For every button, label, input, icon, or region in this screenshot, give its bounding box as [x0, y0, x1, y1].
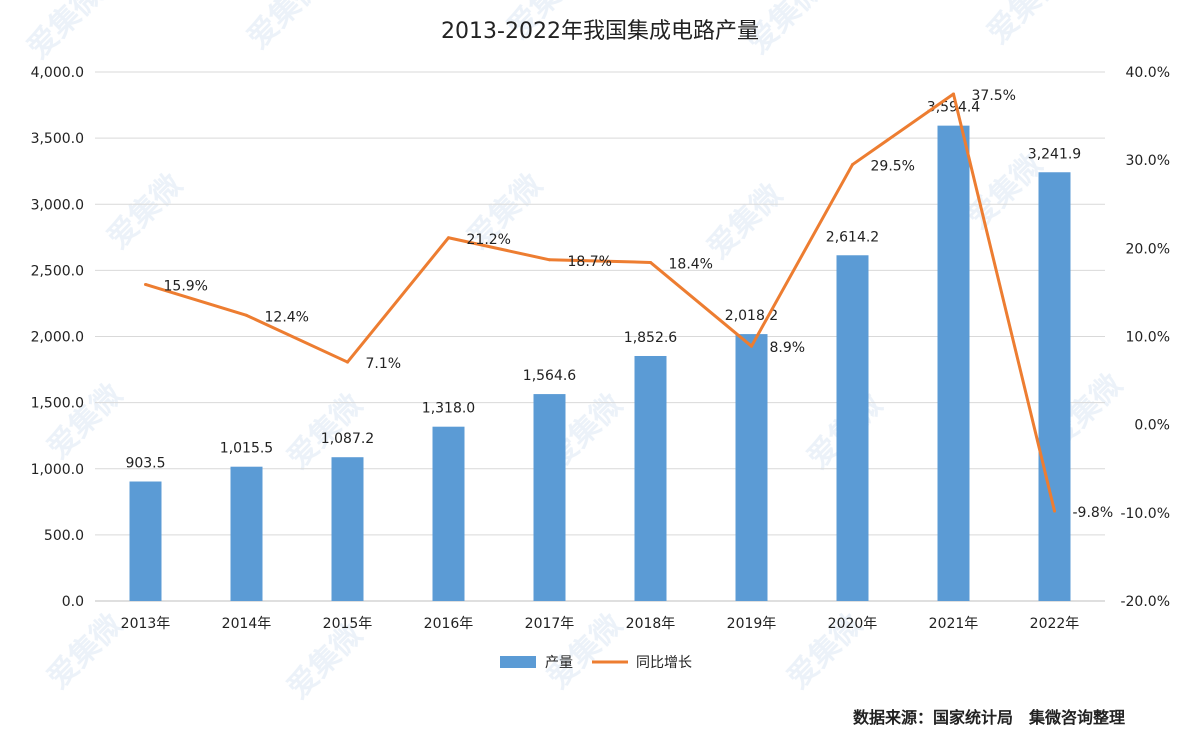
right-axis-tick-label: -20.0%	[1120, 594, 1170, 610]
x-axis-tick-label: 2016年	[424, 616, 474, 632]
left-axis-tick-label: 2,500.0	[31, 263, 84, 279]
legend: 产量 同比增长	[500, 655, 692, 671]
left-axis-tick-label: 1,500.0	[31, 396, 84, 412]
line-point	[144, 282, 147, 286]
watermark-text: 爱集微	[981, 0, 1069, 51]
x-axis-tick-label: 2013年	[121, 616, 171, 632]
line-series	[144, 92, 1056, 513]
line-data-label: -9.8%	[1073, 505, 1114, 521]
x-axis-tick-label: 2021年	[929, 616, 979, 632]
bar-data-label: 2,614.2	[826, 229, 879, 245]
line-data-label: 8.9%	[770, 340, 806, 356]
line-point	[750, 344, 753, 348]
bar-data-label: 1,318.0	[422, 401, 475, 417]
watermark-text: 爱集微	[101, 167, 189, 255]
legend-label: 同比增长	[636, 655, 692, 671]
line-point	[447, 236, 450, 240]
bar	[735, 334, 768, 601]
line-point	[548, 258, 551, 262]
line-point	[851, 163, 854, 167]
line-data-label: 37.5%	[972, 88, 1016, 104]
right-axis-tick-label: 0.0%	[1134, 418, 1170, 434]
line-data-label: 21.2%	[467, 232, 511, 248]
line-data-label: 15.9%	[164, 278, 208, 294]
watermark-text: 爱集微	[701, 177, 789, 265]
right-axis-tick-label: 30.0%	[1126, 153, 1170, 169]
bar	[836, 255, 869, 602]
bar-series	[129, 125, 1071, 602]
left-axis-tick-label: 500.0	[44, 528, 84, 544]
growth-line	[145, 92, 1056, 512]
bar	[937, 125, 970, 602]
bar	[129, 481, 162, 601]
line-data-label: 7.1%	[366, 356, 402, 372]
line-point	[952, 92, 955, 96]
x-axis-tick-label: 2017年	[525, 616, 575, 632]
line-data-label: 12.4%	[265, 309, 309, 325]
line-point	[245, 313, 248, 317]
grid-lines	[95, 71, 1105, 602]
watermark-text: 爱集微	[41, 377, 129, 465]
x-axis-tick-label: 2014年	[222, 616, 272, 632]
bar	[331, 457, 364, 601]
left-y-axis: 0.0 500.0 1,000.0 1,500.0 2,000.0 2,500.0 3,00…	[31, 65, 84, 610]
right-axis-tick-label: 20.0%	[1126, 241, 1170, 257]
x-axis-tick-label: 2019年	[727, 616, 777, 632]
left-axis-tick-label: 1,000.0	[31, 462, 84, 478]
line-data-label: 29.5%	[871, 159, 915, 175]
x-axis-tick-label: 2018年	[626, 616, 676, 632]
right-axis-tick-label: 40.0%	[1126, 65, 1170, 81]
left-axis-tick-label: 2,000.0	[31, 330, 84, 346]
source-note: 数据来源：国家统计局 集微咨询整理	[853, 708, 1125, 727]
chart-title: 2013-2022年我国集成电路产量	[441, 19, 759, 44]
bar-data-label: 1,015.5	[220, 441, 273, 457]
bar	[1038, 172, 1071, 601]
watermark-text: 爱集微	[241, 0, 329, 56]
bar	[230, 466, 263, 601]
left-axis-tick-label: 3,500.0	[31, 131, 84, 147]
line-data-label: 18.7%	[568, 254, 612, 270]
bar-data-label: 3,241.9	[1028, 146, 1081, 162]
line-point	[649, 260, 652, 264]
x-axis-tick-label: 2015年	[323, 616, 373, 632]
bar	[533, 394, 566, 601]
watermark-text: 爱集微	[41, 607, 129, 695]
line-data-label: 18.4%	[669, 256, 713, 272]
bar-data-label: 1,564.6	[523, 368, 577, 384]
legend-label: 产量	[545, 655, 573, 671]
bar-data-label: 903.5	[125, 456, 165, 472]
watermark-text: 爱集微	[21, 0, 109, 66]
x-axis-tick-label: 2022年	[1030, 616, 1080, 632]
legend-swatch-bar	[500, 656, 536, 668]
bar-data-label: 1,087.2	[321, 431, 374, 447]
right-y-axis: -20.0% -10.0% 0.0% 10.0% 20.0% 30.0% 40.0%	[1120, 65, 1170, 610]
line-point	[1053, 509, 1056, 513]
bar-data-label: 1,852.6	[624, 330, 678, 346]
line-data-labels: 15.9% 12.4% 7.1% 21.2% 18.7% 18.4% 8.9% 29.5% 37…	[164, 88, 1114, 521]
right-axis-tick-label: -10.0%	[1120, 506, 1170, 522]
bar	[634, 355, 667, 601]
right-axis-tick-label: 10.0%	[1126, 330, 1170, 346]
left-axis-tick-label: 4,000.0	[31, 65, 84, 81]
x-axis: 2013年 2014年 2015年 2016年 2017年 2018年 2019年 2020年…	[121, 616, 1080, 632]
left-axis-tick-label: 3,000.0	[31, 197, 84, 213]
bar	[432, 426, 465, 601]
line-point	[346, 360, 349, 364]
left-axis-tick-label: 0.0	[62, 594, 84, 610]
x-axis-tick-label: 2020年	[828, 616, 878, 632]
